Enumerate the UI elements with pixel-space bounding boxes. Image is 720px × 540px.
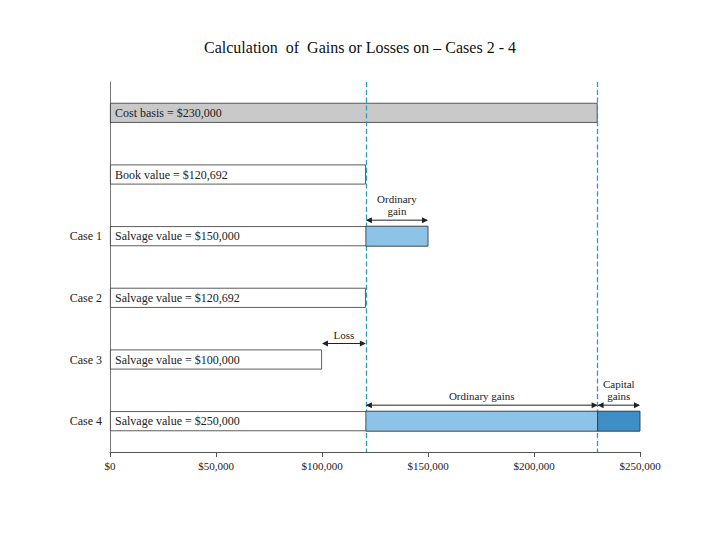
svg-text:Capital: Capital [603, 378, 635, 390]
svg-text:Salvage value = $250,000: Salvage value = $250,000 [115, 414, 240, 428]
svg-text:Case 2: Case 2 [70, 291, 102, 305]
svg-text:gain: gain [387, 205, 406, 217]
svg-text:Cost basis = $230,000: Cost basis = $230,000 [115, 106, 222, 120]
svg-text:Loss: Loss [334, 329, 355, 341]
svg-text:Case 1: Case 1 [70, 229, 102, 243]
svg-text:Book value = $120,692: Book value = $120,692 [115, 168, 228, 182]
svg-text:Ordinary: Ordinary [377, 193, 417, 205]
svg-text:Case 3: Case 3 [70, 353, 102, 367]
svg-text:Salvage value = $100,000: Salvage value = $100,000 [115, 353, 240, 367]
svg-text:$200,000: $200,000 [513, 460, 555, 472]
svg-text:Case 4: Case 4 [70, 414, 102, 428]
svg-text:Salvage value = $150,000: Salvage value = $150,000 [115, 229, 240, 243]
svg-text:$0: $0 [105, 460, 117, 472]
svg-text:$150,000: $150,000 [407, 460, 449, 472]
svg-text:gains: gains [607, 390, 630, 402]
svg-text:Ordinary gains: Ordinary gains [449, 390, 515, 402]
svg-text:Calculation of Gains or Loss: Calculation of Gains or Losses on – Case… [204, 39, 516, 56]
svg-text:$250,000: $250,000 [619, 460, 661, 472]
svg-text:$50,000: $50,000 [198, 460, 234, 472]
svg-text:$100,000: $100,000 [301, 460, 343, 472]
svg-text:Salvage value = $120,692: Salvage value = $120,692 [115, 291, 240, 305]
